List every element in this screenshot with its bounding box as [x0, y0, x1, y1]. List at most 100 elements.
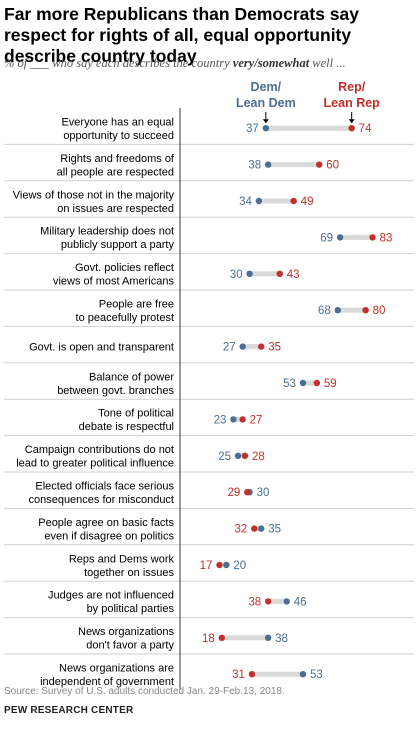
- rep-dot: [362, 307, 369, 314]
- dem-value-label: 30: [230, 269, 243, 281]
- rep-value-label: 38: [248, 596, 261, 608]
- dem-dot: [336, 234, 344, 241]
- category-label: consequences for misconduct: [28, 494, 174, 506]
- dem-value-label: 34: [239, 196, 252, 208]
- rep-dot: [264, 598, 272, 605]
- dem-dot: [283, 598, 290, 605]
- rep-dot: [251, 525, 258, 532]
- rep-dot: [316, 161, 323, 168]
- category-label: Govt. is open and transparent: [29, 342, 174, 354]
- dem-dot: [258, 525, 265, 532]
- rep-value-label: 49: [301, 196, 314, 208]
- dem-dot: [264, 634, 272, 641]
- rep-value-label: 83: [380, 232, 393, 244]
- rep-value-label: 28: [252, 451, 265, 463]
- category-label: publicly support a party: [61, 239, 175, 251]
- category-label: Rights and freedoms of: [60, 153, 175, 165]
- rep-value-label: 60: [326, 160, 339, 172]
- subtitle-emphasis: very/somewhat: [232, 56, 310, 70]
- dem-value-label: 30: [257, 487, 270, 499]
- legend-label-rep: Lean Rep: [324, 96, 381, 110]
- category-label: Elected officials face serious: [35, 480, 174, 492]
- category-label: even if disagree on politics: [44, 530, 174, 542]
- chart-title: Far more Republicans than Democrats say …: [4, 4, 359, 66]
- rep-dot: [218, 634, 225, 641]
- dem-dot: [334, 307, 341, 314]
- legend-label-rep: Rep/: [338, 80, 366, 94]
- dem-value-label: 53: [283, 378, 296, 390]
- rep-value-label: 27: [250, 414, 263, 426]
- dem-value-label: 69: [320, 232, 333, 244]
- category-label: on issues are respected: [57, 203, 174, 215]
- rep-dot: [276, 270, 283, 277]
- category-label: debate is respectful: [79, 421, 174, 433]
- category-label: Everyone has an equal: [61, 116, 174, 128]
- category-label: don't favor a party: [86, 640, 174, 652]
- rep-value-label: 74: [359, 123, 372, 135]
- dem-value-label: 38: [248, 160, 261, 172]
- dem-dot: [234, 452, 242, 459]
- rep-value-label: 43: [287, 269, 300, 281]
- rep-value-label: 18: [202, 633, 215, 645]
- rep-value-label: 29: [227, 487, 240, 499]
- category-label: News organizations are: [59, 662, 174, 674]
- category-label: independent of government: [40, 676, 174, 688]
- rep-dot: [313, 379, 321, 387]
- rep-dot: [244, 489, 251, 496]
- subtitle-prefix: % of ___ who say each describes the coun…: [4, 56, 233, 70]
- category-label: by political parties: [87, 603, 175, 615]
- category-label: Govt. policies reflect: [75, 262, 174, 274]
- dem-dot: [264, 161, 272, 168]
- rep-dot: [216, 561, 223, 569]
- category-label: together on issues: [84, 567, 174, 579]
- category-label: all people are respected: [57, 166, 174, 178]
- dem-value-label: 37: [246, 123, 259, 135]
- dem-dot: [255, 197, 263, 205]
- legend-arrow-dem: [262, 119, 269, 124]
- rep-dot: [348, 125, 355, 132]
- rep-value-label: 80: [373, 305, 386, 317]
- category-label: Campaign contributions do not: [25, 444, 174, 456]
- rep-value-label: 32: [234, 524, 247, 536]
- category-label: People agree on basic facts: [38, 517, 174, 529]
- dem-value-label: 35: [268, 524, 281, 536]
- dem-dot: [223, 561, 230, 569]
- category-label: Views of those not in the majority: [13, 189, 175, 201]
- rep-dot: [239, 416, 246, 423]
- organization-name: PEW RESEARCH CENTER: [4, 705, 134, 716]
- category-label: views of most Americans: [53, 276, 175, 288]
- legend-label-dem: Dem/: [251, 80, 282, 94]
- category-label: opportunity to succeed: [63, 130, 174, 142]
- dem-dot: [246, 270, 253, 277]
- category-label: to peacefully protest: [76, 312, 174, 324]
- dem-dot: [299, 379, 307, 387]
- category-label: Reps and Dems work: [69, 553, 175, 565]
- rep-dot: [369, 234, 376, 241]
- subtitle-suffix: well ...: [309, 56, 346, 70]
- dem-dot: [230, 416, 237, 423]
- dem-value-label: 23: [214, 414, 227, 426]
- category-label: Tone of political: [98, 408, 174, 420]
- dem-dot: [262, 125, 270, 132]
- rep-dot: [248, 671, 256, 678]
- rep-value-label: 35: [268, 342, 281, 354]
- rep-dot: [258, 343, 265, 350]
- category-label: News organizations: [78, 626, 174, 638]
- dem-dot: [239, 343, 246, 350]
- legend-arrow-rep: [348, 119, 355, 124]
- category-label: lead to greater political influence: [16, 458, 174, 470]
- rep-value-label: 59: [324, 378, 337, 390]
- dem-value-label: 25: [218, 451, 231, 463]
- chart-subtitle: % of ___ who say each describes the coun…: [4, 56, 416, 71]
- rep-dot: [241, 452, 249, 459]
- dem-value-label: 53: [310, 669, 323, 681]
- rep-dot: [290, 197, 297, 205]
- dem-value-label: 68: [318, 305, 331, 317]
- category-label: Balance of power: [89, 371, 174, 383]
- dem-value-label: 20: [233, 560, 246, 572]
- dem-value-label: 38: [275, 633, 288, 645]
- source-note: Source: Survey of U.S. adults conducted …: [4, 686, 285, 697]
- dem-value-label: 27: [223, 342, 236, 354]
- dem-dot: [299, 671, 307, 678]
